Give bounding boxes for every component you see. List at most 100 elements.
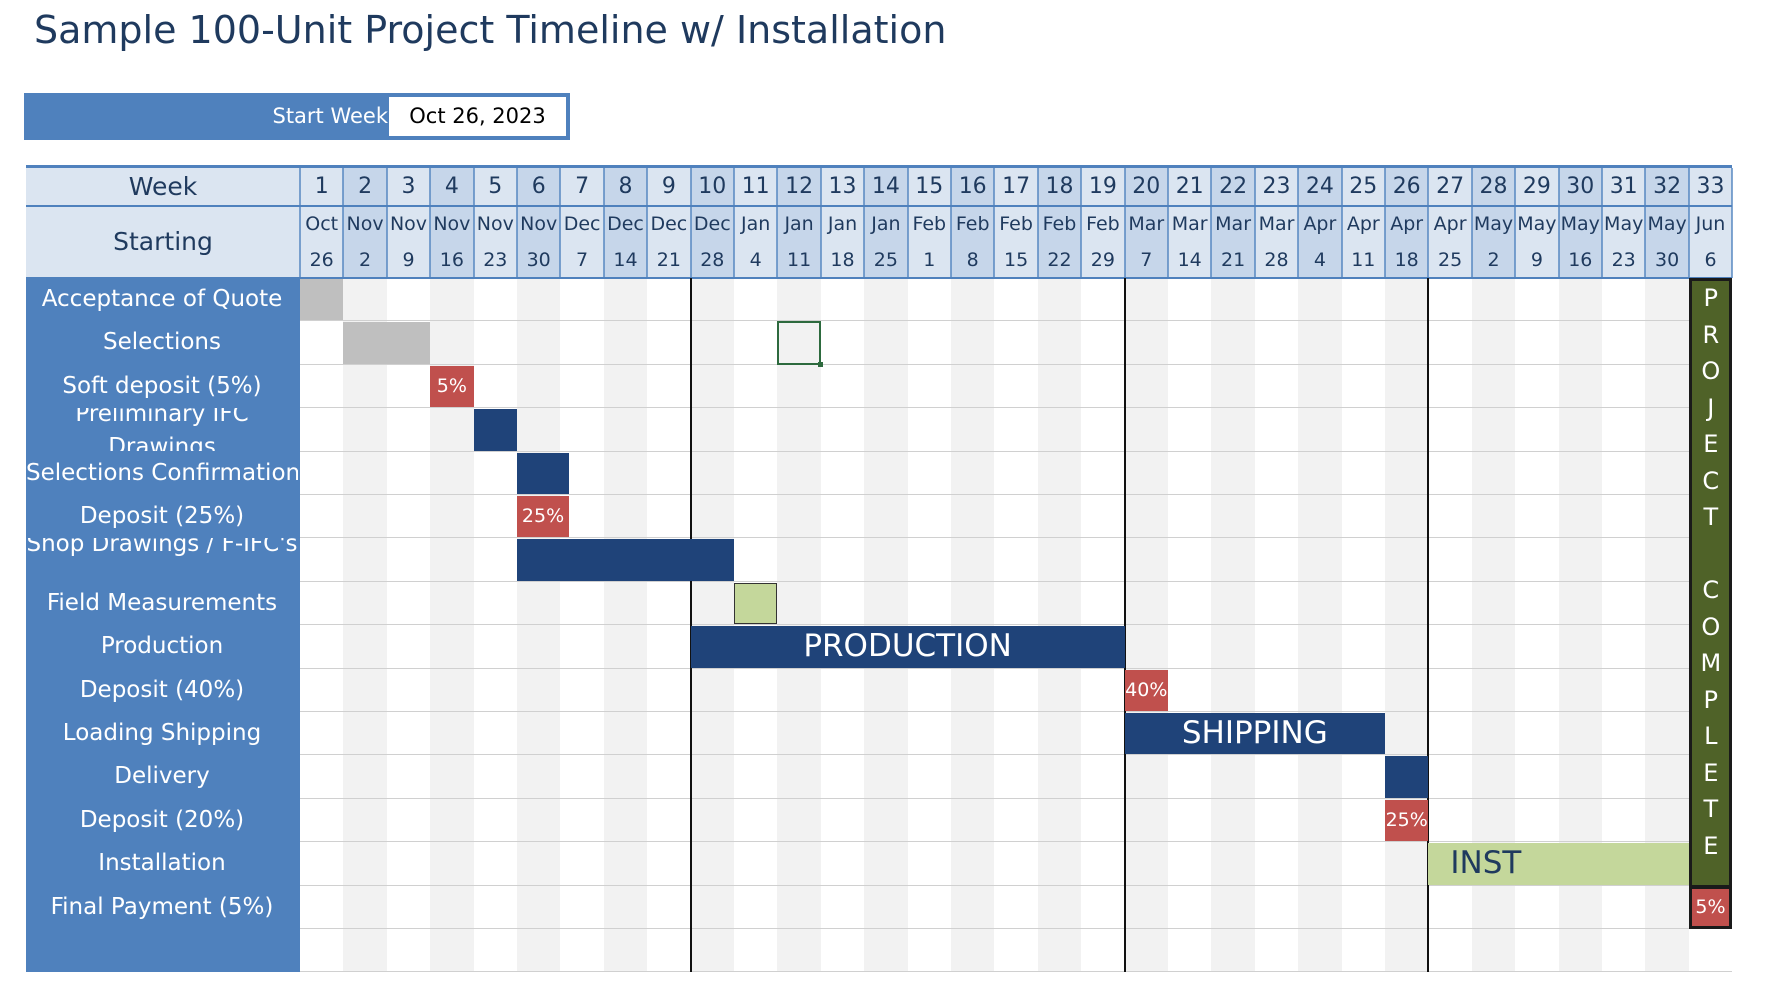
project-complete-letter: P: [1703, 284, 1719, 312]
week-month: Mar: [1258, 213, 1295, 235]
week-column: [1081, 278, 1125, 973]
header-col-line: [472, 168, 475, 278]
week-number: 30: [1566, 174, 1595, 199]
week-header-shade: [1298, 168, 1342, 278]
week-column: [907, 278, 951, 973]
week-number: 12: [785, 174, 814, 199]
week-day: 16: [439, 249, 464, 271]
header-bottom-line: [26, 277, 1733, 279]
start-week-input[interactable]: Oct 26, 2023: [389, 97, 566, 136]
project-complete-letter: O: [1701, 612, 1721, 641]
week-number: 13: [828, 174, 857, 199]
production-bar: PRODUCTION: [690, 626, 1125, 668]
week-day: 18: [1394, 249, 1419, 271]
week-day: 7: [1140, 249, 1153, 271]
start-week-label: Start Week: [272, 104, 388, 128]
week-column: [1124, 278, 1168, 973]
header-col-line: [602, 168, 605, 278]
project-complete-letter: C: [1702, 576, 1720, 604]
week-column: [603, 278, 648, 973]
week-column: [386, 278, 431, 973]
shipping-bar: SHIPPING: [1124, 713, 1385, 755]
payment-marker: 5%: [1688, 886, 1733, 928]
row-line: [300, 884, 1733, 886]
week-month: May: [1604, 213, 1644, 235]
week-number: 18: [1045, 174, 1074, 199]
week-column: [864, 278, 908, 973]
week-month: Nov: [346, 213, 384, 235]
week-number: 26: [1392, 174, 1421, 199]
gantt-bar: [1385, 756, 1429, 798]
week-header-shade: [1645, 168, 1689, 278]
week-month: Nov: [520, 213, 558, 235]
week-month: Apr: [1433, 213, 1467, 235]
header-col-line: [1557, 168, 1560, 278]
project-complete-letter: J: [1707, 393, 1715, 422]
payment-marker: 25%: [517, 496, 570, 538]
selected-cell[interactable]: [777, 321, 821, 365]
row-line: [300, 754, 1733, 756]
week-day: 29: [1090, 249, 1115, 271]
row-line: [300, 580, 1733, 582]
week-day: 16: [1568, 249, 1593, 271]
header-col-line: [863, 168, 866, 278]
week-month: Feb: [1086, 213, 1120, 235]
header-col-line: [646, 168, 649, 278]
week-number: 31: [1609, 174, 1638, 199]
week-number: 9: [661, 174, 676, 199]
week-month: Dec: [693, 213, 731, 235]
row-line: [300, 494, 1733, 495]
week-month: May: [1647, 213, 1687, 235]
header-col-line: [776, 168, 779, 278]
header-col-line: [733, 168, 735, 278]
week-month: Jun: [1695, 213, 1726, 235]
header-col-line: [1427, 168, 1430, 278]
task-label: Installation: [98, 850, 226, 877]
week-header-shade: [1037, 168, 1082, 278]
project-complete-letter: R: [1702, 320, 1720, 349]
week-month: Jan: [784, 213, 814, 235]
month-divider: [1123, 278, 1126, 973]
header-col-line: [385, 168, 388, 278]
week-column: [1037, 278, 1082, 973]
row-line: [300, 928, 1733, 929]
week-day: 25: [1437, 249, 1463, 271]
header-col-line: [1601, 168, 1603, 278]
project-complete-letter: P: [1703, 685, 1719, 714]
week-day: 9: [402, 249, 415, 271]
page-title: Sample 100-Unit Project Timeline w/ Inst…: [34, 8, 947, 52]
header-row-line: [26, 205, 1733, 207]
week-column: [560, 278, 604, 973]
week-day: 7: [576, 249, 589, 271]
task-column-background: [26, 278, 300, 973]
week-day: 28: [700, 249, 725, 271]
task-label-text: Preliminary IFC Drawings: [75, 408, 249, 452]
week-column: [690, 278, 734, 973]
row-line: [300, 537, 1733, 539]
header-col-line: [299, 168, 301, 278]
row-line: [300, 450, 1733, 452]
starting-header-label: Starting: [26, 206, 300, 278]
header-col-line: [342, 168, 345, 278]
week-number: 21: [1175, 174, 1204, 199]
week-header-shade: [1124, 168, 1168, 278]
week-month: Feb: [912, 213, 947, 235]
project-complete-letter: O: [1701, 357, 1721, 385]
week-number: 1: [314, 174, 329, 199]
header-col-line: [1253, 168, 1256, 278]
week-header-shade: [1471, 168, 1516, 278]
week-number: 29: [1522, 174, 1551, 199]
header-col-line: [993, 168, 996, 278]
week-column: [1385, 278, 1429, 973]
project-complete-letter: C: [1702, 466, 1720, 495]
selection-handle[interactable]: [817, 361, 823, 367]
week-month: Nov: [433, 213, 471, 235]
week-number: 10: [698, 174, 727, 199]
header-col-line: [1384, 168, 1386, 278]
header-col-line: [950, 168, 952, 278]
week-number: 3: [401, 174, 416, 199]
week-month: Nov: [476, 213, 514, 235]
row-line: [300, 711, 1733, 712]
week-month: Dec: [650, 213, 688, 235]
header-top-rule: [26, 165, 1733, 168]
